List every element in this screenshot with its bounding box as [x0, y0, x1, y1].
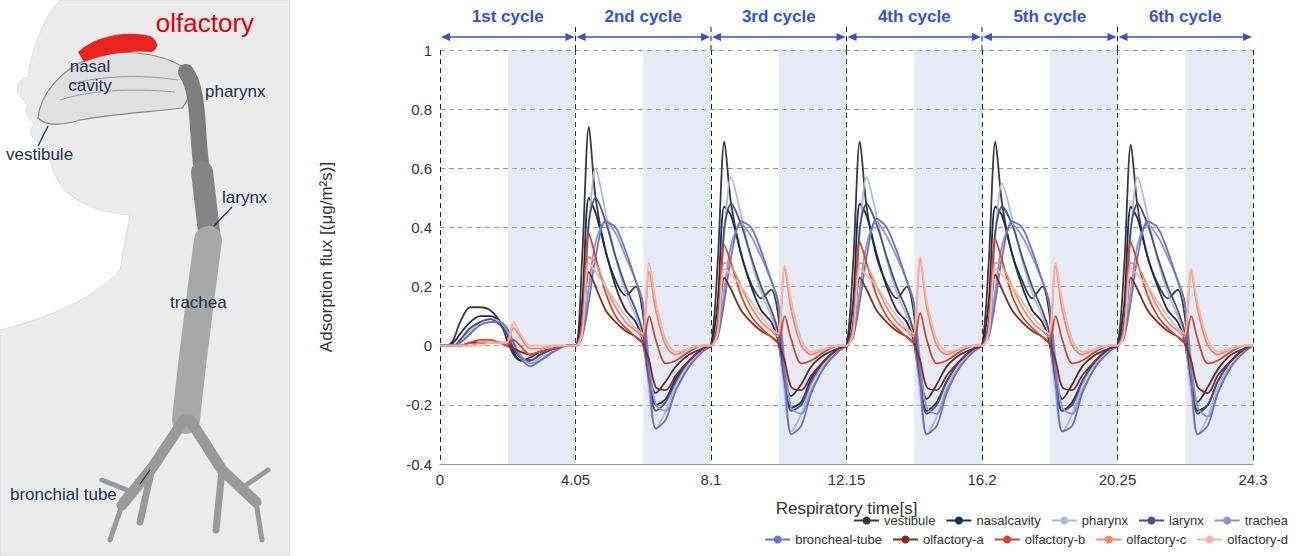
svg-text:larynx: larynx [222, 188, 268, 207]
svg-text:20.25: 20.25 [1099, 471, 1137, 488]
svg-text:pharynx: pharynx [1082, 513, 1129, 528]
svg-text:8.1: 8.1 [701, 471, 722, 488]
svg-text:6th cycle: 6th cycle [1149, 7, 1222, 26]
svg-text:pharynx: pharynx [205, 82, 266, 101]
svg-text:4.05: 4.05 [561, 471, 590, 488]
svg-text:Adsorption flux [(μg/m²s)]: Adsorption flux [(μg/m²s)] [317, 162, 336, 352]
svg-text:0: 0 [436, 471, 444, 488]
svg-text:vestibule: vestibule [6, 145, 73, 164]
svg-text:0.8: 0.8 [411, 101, 432, 118]
svg-text:olfactory-c: olfactory-c [1126, 532, 1186, 547]
svg-text:0.6: 0.6 [411, 160, 432, 177]
svg-text:0: 0 [424, 337, 432, 354]
svg-text:1: 1 [424, 42, 432, 59]
svg-text:olfactory-d: olfactory-d [1227, 532, 1288, 547]
svg-text:olfactory-b: olfactory-b [1025, 532, 1086, 547]
svg-text:2nd cycle: 2nd cycle [605, 7, 683, 26]
svg-text:trachea: trachea [1245, 513, 1289, 528]
svg-text:0.4: 0.4 [411, 219, 432, 236]
svg-text:24.3: 24.3 [1238, 471, 1267, 488]
svg-text:12.15: 12.15 [828, 471, 866, 488]
svg-text:0.2: 0.2 [411, 278, 432, 295]
svg-text:nasal: nasal [70, 57, 111, 76]
svg-text:olfactory-a: olfactory-a [923, 532, 984, 547]
svg-text:olfactory: olfactory [156, 8, 254, 38]
svg-text:trachea: trachea [170, 293, 227, 312]
svg-text:16.2: 16.2 [967, 471, 996, 488]
svg-text:larynx: larynx [1169, 513, 1204, 528]
svg-text:bronchial tube: bronchial tube [10, 485, 117, 504]
svg-text:5th cycle: 5th cycle [1013, 7, 1086, 26]
svg-text:broncheal-tube: broncheal-tube [795, 532, 882, 547]
svg-text:3rd cycle: 3rd cycle [742, 7, 816, 26]
svg-text:-0.2: -0.2 [406, 396, 432, 413]
svg-text:nasalcavity: nasalcavity [976, 513, 1041, 528]
svg-text:1st cycle: 1st cycle [472, 7, 544, 26]
svg-text:-0.4: -0.4 [406, 456, 432, 473]
svg-text:Respiratory time[s]: Respiratory time[s] [775, 499, 918, 518]
svg-text:vestibule: vestibule [884, 513, 935, 528]
svg-text:4th cycle: 4th cycle [878, 7, 951, 26]
svg-text:cavity: cavity [68, 76, 112, 95]
